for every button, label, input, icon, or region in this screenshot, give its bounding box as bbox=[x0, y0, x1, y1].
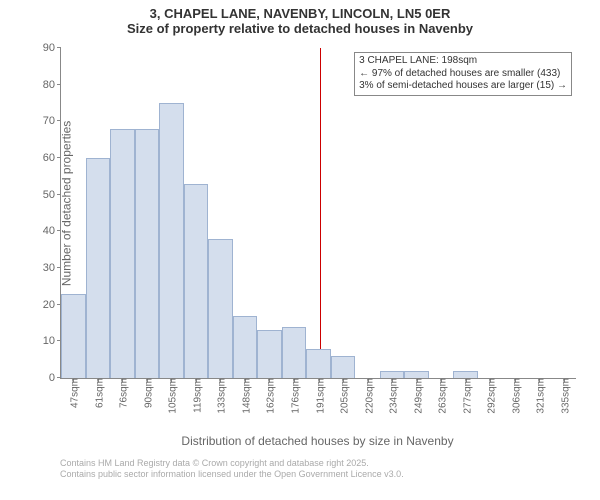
x-tick-label: 148sqm bbox=[237, 378, 252, 414]
histogram-bar bbox=[331, 356, 356, 378]
y-tick-label: 0 bbox=[49, 372, 61, 384]
histogram-bar bbox=[306, 349, 331, 378]
y-tick-label: 60 bbox=[43, 152, 61, 164]
y-tick-label: 20 bbox=[43, 299, 61, 311]
histogram-bar bbox=[257, 330, 282, 378]
histogram-bar bbox=[404, 371, 429, 378]
x-tick-label: 76sqm bbox=[115, 378, 130, 408]
y-tick-label: 70 bbox=[43, 115, 61, 127]
histogram-bar bbox=[380, 371, 405, 378]
y-tick-label: 90 bbox=[43, 42, 61, 54]
x-tick-label: 191sqm bbox=[311, 378, 326, 414]
footer-line-2: Contains public sector information licen… bbox=[60, 469, 404, 480]
x-tick-label: 335sqm bbox=[556, 378, 571, 414]
y-tick-mark bbox=[57, 47, 61, 48]
histogram-bar bbox=[159, 103, 184, 378]
x-tick-label: 47sqm bbox=[66, 378, 81, 408]
x-tick-label: 306sqm bbox=[507, 378, 522, 414]
x-tick-label: 292sqm bbox=[483, 378, 498, 414]
annotation-line-2: ← 97% of detached houses are smaller (43… bbox=[359, 68, 567, 81]
x-tick-label: 321sqm bbox=[532, 378, 547, 414]
x-tick-label: 263sqm bbox=[434, 378, 449, 414]
x-tick-label: 162sqm bbox=[262, 378, 277, 414]
y-tick-label: 50 bbox=[43, 189, 61, 201]
histogram-bar bbox=[233, 316, 258, 378]
x-tick-label: 277sqm bbox=[458, 378, 473, 414]
histogram-bar bbox=[184, 184, 209, 378]
title-line-2: Size of property relative to detached ho… bbox=[0, 21, 600, 36]
x-tick-label: 119sqm bbox=[188, 378, 203, 413]
y-tick-label: 40 bbox=[43, 225, 61, 237]
x-tick-label: 133sqm bbox=[213, 378, 228, 414]
histogram-bar bbox=[282, 327, 307, 378]
x-tick-label: 220sqm bbox=[360, 378, 375, 414]
y-tick-label: 80 bbox=[43, 79, 61, 91]
annotation-line-1: 3 CHAPEL LANE: 198sqm bbox=[359, 55, 567, 68]
histogram-bar bbox=[208, 239, 233, 378]
y-tick-mark bbox=[57, 84, 61, 85]
x-tick-label: 176sqm bbox=[286, 378, 301, 414]
histogram-bar bbox=[61, 294, 86, 378]
annotation-line-3: 3% of semi-detached houses are larger (1… bbox=[359, 80, 567, 93]
x-axis-label: Distribution of detached houses by size … bbox=[60, 434, 575, 448]
histogram-bar bbox=[86, 158, 111, 378]
histogram-bar bbox=[135, 129, 160, 378]
y-tick-label: 30 bbox=[43, 262, 61, 274]
histogram-bar bbox=[453, 371, 478, 378]
x-tick-label: 105sqm bbox=[164, 378, 179, 414]
y-axis-label: Number of detached properties bbox=[60, 121, 74, 286]
footer-attribution: Contains HM Land Registry data © Crown c… bbox=[60, 458, 404, 480]
chart-container: 3, CHAPEL LANE, NAVENBY, LINCOLN, LN5 0E… bbox=[0, 0, 600, 500]
x-tick-label: 61sqm bbox=[90, 378, 105, 408]
x-tick-label: 234sqm bbox=[385, 378, 400, 414]
title-line-1: 3, CHAPEL LANE, NAVENBY, LINCOLN, LN5 0E… bbox=[0, 0, 600, 21]
plot-area: 3 CHAPEL LANE: 198sqm ← 97% of detached … bbox=[60, 48, 576, 379]
annotation-box: 3 CHAPEL LANE: 198sqm ← 97% of detached … bbox=[354, 52, 572, 96]
y-tick-label: 10 bbox=[43, 335, 61, 347]
x-tick-label: 90sqm bbox=[139, 378, 154, 408]
footer-line-1: Contains HM Land Registry data © Crown c… bbox=[60, 458, 404, 469]
histogram-bar bbox=[110, 129, 135, 378]
x-tick-label: 205sqm bbox=[336, 378, 351, 414]
x-tick-label: 249sqm bbox=[409, 378, 424, 414]
reference-line bbox=[320, 48, 321, 378]
